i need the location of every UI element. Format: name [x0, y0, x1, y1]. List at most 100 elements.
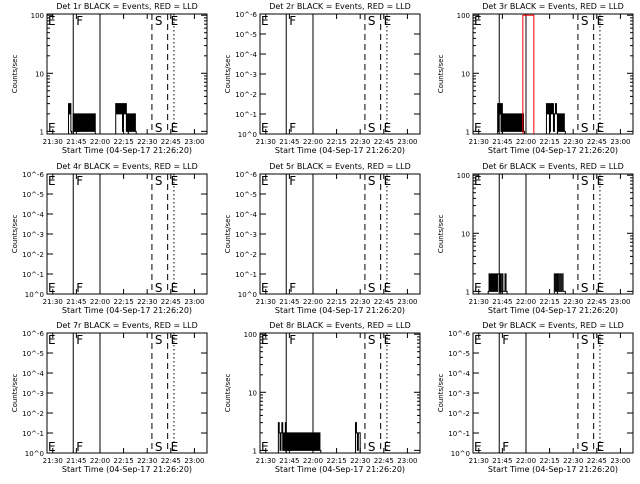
marker-label-bottom: E: [384, 121, 392, 135]
marker-label-top: E: [597, 174, 605, 188]
edge-label-top: E: [48, 14, 56, 28]
edge-label-bottom: E: [261, 121, 269, 135]
x-tick-label: 21:30: [256, 138, 276, 146]
y-tick-label: 10^-4: [448, 370, 470, 378]
marker-label-top: S: [368, 14, 376, 28]
marker-label-bottom: S: [581, 440, 589, 454]
x-tick-label: 22:15: [113, 457, 133, 465]
series-trace: [556, 273, 566, 294]
y-tick-label: 10^0: [451, 450, 470, 458]
marker-label-bottom: S: [155, 281, 163, 295]
y-axis-label: Counts/sec: [437, 374, 445, 413]
panel-det5: Det 5r BLACK = Events, RED = LLD Counts/s…: [224, 162, 421, 315]
x-axis-label: Start Time (04-Sep-17 21:26:20): [62, 465, 192, 474]
x-axis-label: Start Time (04-Sep-17 21:26:20): [488, 306, 618, 315]
edge-label-bottom: E: [474, 121, 482, 135]
series-trace: [500, 273, 508, 294]
x-tick-label: 23:00: [610, 138, 630, 146]
marker-label-top: E: [171, 14, 179, 28]
series-trace: [285, 432, 322, 453]
y-tick-label: 10^0: [25, 291, 44, 299]
marker-label-bottom: F: [76, 440, 83, 454]
x-axis-label: Start Time (04-Sep-17 21:26:20): [62, 306, 192, 315]
edge-label-top: E: [474, 333, 482, 347]
y-tick-label: 10^-1: [235, 111, 257, 119]
x-tick-label: 21:30: [256, 457, 276, 465]
panel-det6: Det 6r BLACK = Events, RED = LLD Counts/s…: [437, 162, 634, 315]
marker-label-top: E: [384, 14, 392, 28]
y-tick-label: 10^-6: [22, 330, 44, 338]
x-axis-label: Start Time (04-Sep-17 21:26:20): [275, 306, 405, 315]
edge-label-top: E: [261, 333, 269, 347]
x-tick-label: 21:45: [492, 138, 512, 146]
x-axis-label: Start Time (04-Sep-17 21:26:20): [275, 465, 405, 474]
x-tick-label: 22:45: [374, 298, 394, 306]
x-tick-label: 22:30: [137, 138, 157, 146]
x-tick-label: 22:30: [350, 457, 370, 465]
marker-label-bottom: F: [289, 281, 296, 295]
x-tick-label: 22:00: [90, 457, 110, 465]
y-tick-label: 10^-1: [235, 271, 257, 279]
x-tick-label: 22:00: [516, 138, 536, 146]
marker-label-top: E: [171, 333, 179, 347]
x-tick-label: 21:45: [492, 457, 512, 465]
y-tick-label: 10: [461, 70, 470, 78]
series-trace: [545, 103, 558, 134]
marker-label-bottom: S: [155, 440, 163, 454]
x-tick-label: 22:30: [137, 298, 157, 306]
y-tick-label: 100: [457, 172, 470, 180]
edge-label-top: E: [474, 174, 482, 188]
marker-label-bottom: E: [384, 440, 392, 454]
panel-title: Det 6r BLACK = Events, RED = LLD: [482, 162, 624, 171]
y-tick-label: 10^-6: [235, 11, 257, 19]
y-tick-label: 10^-3: [22, 231, 44, 239]
x-tick-label: 21:30: [43, 298, 63, 306]
marker-label-bottom: F: [502, 440, 509, 454]
y-tick-label: 10^-4: [22, 370, 44, 378]
marker-label-top: E: [171, 174, 179, 188]
x-tick-label: 22:45: [161, 298, 181, 306]
plot-frame: [46, 173, 208, 295]
x-tick-label: 22:30: [350, 298, 370, 306]
y-tick-label: 10: [35, 70, 44, 78]
marker-label-top: E: [384, 333, 392, 347]
x-tick-label: 23:00: [184, 457, 204, 465]
x-tick-label: 22:15: [539, 298, 559, 306]
panel-title: Det 9r BLACK = Events, RED = LLD: [482, 321, 624, 330]
x-tick-label: 22:45: [161, 138, 181, 146]
x-tick-label: 22:00: [90, 138, 110, 146]
plot-frame: [472, 332, 634, 454]
plot-frame: [259, 13, 421, 135]
y-tick-label: 10^-2: [235, 91, 257, 99]
y-axis-label: Counts/sec: [437, 55, 445, 94]
y-tick-label: 1: [40, 128, 44, 136]
y-tick-label: 10^-2: [235, 251, 257, 259]
x-tick-label: 22:00: [303, 298, 323, 306]
x-tick-label: 21:45: [492, 298, 512, 306]
marker-label-bottom: E: [597, 281, 605, 295]
panel-det8: Det 8r BLACK = Events, RED = LLD Counts/s…: [224, 321, 421, 474]
marker-label-bottom: S: [581, 121, 589, 135]
x-tick-label: 23:00: [397, 298, 417, 306]
x-tick-label: 23:00: [610, 298, 630, 306]
y-tick-label: 10^-3: [22, 390, 44, 398]
y-axis-label: Counts/sec: [11, 215, 19, 254]
y-axis-label: Counts/sec: [224, 215, 232, 254]
x-tick-label: 21:30: [469, 138, 489, 146]
y-tick-label: 10^-5: [235, 31, 257, 39]
y-tick-label: 10^-5: [448, 350, 470, 358]
panel-det2: Det 2r BLACK = Events, RED = LLD Counts/s…: [224, 2, 421, 155]
x-tick-label: 22:30: [350, 138, 370, 146]
series-trace: [68, 103, 73, 134]
x-tick-label: 22:45: [161, 457, 181, 465]
x-tick-label: 22:00: [303, 457, 323, 465]
x-tick-label: 22:15: [326, 138, 346, 146]
x-tick-label: 21:30: [43, 138, 63, 146]
y-tick-label: 1: [466, 128, 470, 136]
edge-label-top: E: [48, 333, 56, 347]
marker-label-top: S: [368, 333, 376, 347]
x-tick-label: 22:45: [374, 457, 394, 465]
plot-frame: [472, 173, 634, 295]
